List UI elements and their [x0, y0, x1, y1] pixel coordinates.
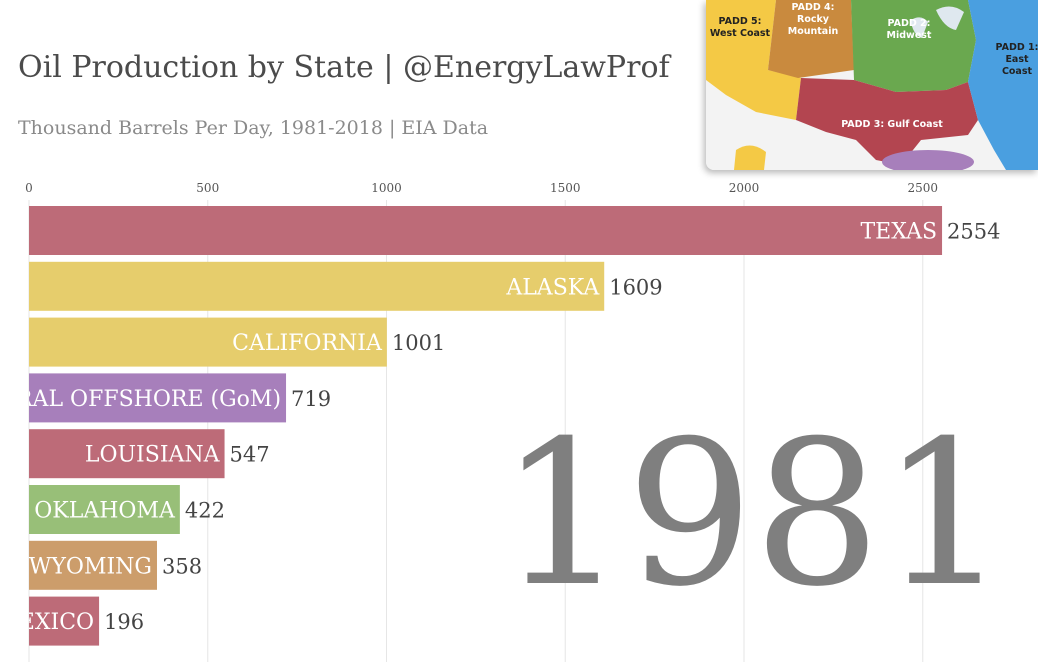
- map-region-label: PADD 2:: [888, 18, 931, 29]
- bar: [29, 429, 225, 479]
- bar-value-label: 2554: [947, 220, 1000, 244]
- padd5-region: [706, 0, 801, 120]
- bars: TEXAS 2554 ALASKA 1609 CALIFORNIA 1001 FEDERAL…: [0, 206, 1001, 646]
- bar: [29, 596, 100, 646]
- bar: [29, 206, 943, 255]
- map-region-label: PADD 3: Gulf Coast: [841, 119, 943, 130]
- bar-value-label: 1001: [392, 331, 445, 355]
- chart-title: Oil Production by State | @EnergyLawProf: [18, 50, 670, 85]
- padd5-hawaii: [734, 145, 766, 170]
- bar-category-label: CALIFORNIA: [232, 331, 383, 356]
- padd1-region: [968, 0, 1038, 170]
- padd4-region: [768, 0, 854, 78]
- bar-value-label: 547: [230, 443, 270, 467]
- bar-category-label: FEDERAL OFFSHORE (GoM): [0, 387, 281, 412]
- bar: [29, 540, 157, 590]
- bar: [29, 485, 180, 534]
- map-region-label: Coast: [1002, 66, 1033, 77]
- padd-map-inset: PADD 5: West Coast PADD 4: Rocky Mountain PAD…: [706, 0, 1038, 170]
- bar-value-label: 422: [185, 499, 225, 523]
- bar-value-label: 358: [162, 554, 202, 578]
- map-region-label: Midwest: [887, 30, 932, 41]
- bar: [29, 317, 387, 367]
- bar: [29, 261, 605, 311]
- x-tick-label: 2000: [729, 181, 760, 195]
- x-axis-ticks: 0 500 1000 1500 2000 2500: [25, 181, 938, 195]
- bar-category-label: NEW MEXICO: [0, 610, 94, 635]
- x-tick-label: 0: [25, 181, 33, 195]
- bar-value-label: 719: [291, 387, 331, 411]
- bar-category-label: OKLAHOMA: [34, 499, 176, 524]
- bar-category-label: ALASKA: [505, 275, 600, 300]
- map-region-label: PADD 5:: [719, 16, 762, 27]
- padd3-region: [796, 78, 978, 165]
- map-region-label: PADD 4:: [792, 2, 835, 13]
- x-tick-label: 1000: [371, 181, 402, 195]
- year-label: 1981: [499, 398, 1008, 631]
- map-region-label: PADD 1:: [996, 42, 1038, 53]
- bar-category-label: WYOMING: [29, 554, 152, 579]
- chart-subtitle: Thousand Barrels Per Day, 1981-2018 | EI…: [18, 117, 489, 139]
- x-tick-label: 500: [196, 181, 219, 195]
- bar: [29, 373, 287, 423]
- x-tick-label: 1500: [550, 181, 581, 195]
- bar-value-label: 196: [104, 610, 144, 634]
- bar-category-label: TEXAS: [860, 220, 937, 245]
- map-region-label: Mountain: [788, 26, 839, 37]
- x-tick-label: 2500: [907, 181, 938, 195]
- bar-category-label: LOUISIANA: [85, 443, 221, 468]
- map-region-label: West Coast: [710, 28, 771, 39]
- map-region-label: East: [1005, 54, 1029, 65]
- map-region-label: Rocky: [797, 14, 830, 25]
- bar-value-label: 1609: [609, 275, 662, 299]
